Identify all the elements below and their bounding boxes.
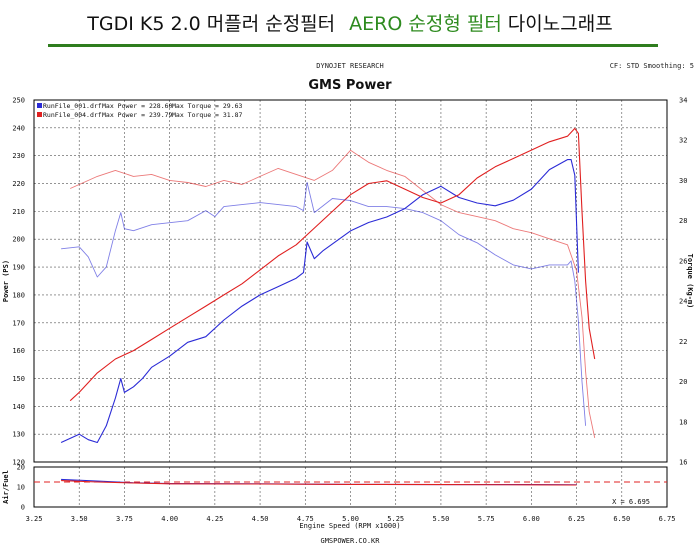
af-grid <box>78 467 623 507</box>
headline-suffix: 다이노그래프 <box>507 12 613 35</box>
page-headline: TGDI K5 2.0 머플러 순정필터 AERO 순정형 필터 다이노그래프 <box>0 0 700 44</box>
y-tick-label: 170 <box>12 319 25 327</box>
x-tick-label: 6.25 <box>568 515 585 523</box>
x-tick-label: 4.50 <box>252 515 269 523</box>
headline-underline <box>48 44 658 47</box>
y-tick-label: 130 <box>12 431 25 439</box>
x-ticks: 3.25 3.50 3.75 4.00 4.25 4.50 4.75 5.00 5.25 5.50… <box>26 515 676 523</box>
footer-label: GMSPOWER.CO.KR <box>320 537 380 545</box>
legend-swatch-2 <box>37 112 42 117</box>
x-tick-label: 4.25 <box>206 515 223 523</box>
x-tick-label: 3.50 <box>71 515 88 523</box>
main-plot-frame <box>33 99 668 463</box>
af-axis-label: Air/Fuel <box>2 470 10 504</box>
y2-tick-label: 18 <box>679 418 687 426</box>
y2-tick-label: 22 <box>679 338 687 346</box>
main-ticks: 120 130 140 150 160 170 180 190 200 210 220 230 240 2… <box>12 97 687 467</box>
legend-torque-2: Max Torque = 31.87 <box>172 111 243 119</box>
x-tick-label: 3.25 <box>26 515 43 523</box>
y-tick-label: 180 <box>12 291 25 299</box>
main-series <box>60 127 596 444</box>
af-plot-frame <box>33 466 668 508</box>
settings-label: CF: STD Smoothing: 5 <box>610 62 694 70</box>
x-tick-label: 6.75 <box>659 515 676 523</box>
y2-tick-label: 24 <box>679 298 687 306</box>
x-tick-label: 4.75 <box>297 515 314 523</box>
y2-tick-label: 26 <box>679 257 687 265</box>
y2-tick-label: 28 <box>679 217 687 225</box>
y-tick-label: 160 <box>12 347 25 355</box>
y2-tick-label: 20 <box>679 378 687 386</box>
y-tick-label: 250 <box>12 97 25 105</box>
x-tick-label: 6.50 <box>613 515 630 523</box>
x-tick-label: 3.75 <box>116 515 133 523</box>
y-tick-label: 140 <box>12 403 25 411</box>
chart-title: GMS Power <box>308 78 392 93</box>
x-tick-label: 5.00 <box>342 515 359 523</box>
legend: RunFile_001.drf Max Power = 228.60 Max T… <box>37 102 243 119</box>
x-tick-label: 5.75 <box>478 515 495 523</box>
vendor-label: DYNOJET RESEARCH <box>316 62 383 70</box>
y-axis-label: Power (PS) <box>2 260 10 302</box>
headline-aero: AERO 순정형 필터 <box>349 12 502 35</box>
y-tick-label: 210 <box>12 208 25 216</box>
y-tick-label: 150 <box>12 375 25 383</box>
y2-tick-label: 30 <box>679 177 687 185</box>
legend-file-2: RunFile_004.drf <box>43 111 102 119</box>
y2-tick-label: 16 <box>679 459 687 467</box>
af-line <box>61 480 577 486</box>
legend-power-1: Max Power = 228.60 <box>102 102 173 110</box>
main-grid <box>34 100 667 462</box>
x-tick-label: 5.25 <box>387 515 404 523</box>
y-tick-label: 240 <box>12 124 25 132</box>
af-tick-label: 0 <box>21 504 25 512</box>
af-tick-label: 20 <box>17 464 25 472</box>
power-line <box>60 159 579 444</box>
af-series <box>34 478 667 486</box>
x-tick-label: 5.50 <box>432 515 449 523</box>
af-tick-label: 10 <box>17 484 25 492</box>
y-tick-label: 220 <box>12 180 25 188</box>
y-tick-label: 190 <box>12 264 25 272</box>
y-tick-label: 120 <box>12 459 25 467</box>
cursor-readout: X = 6.695 <box>612 498 650 506</box>
legend-swatch-1 <box>37 103 42 108</box>
y2-tick-label: 34 <box>679 97 687 105</box>
y2-axis-label: Torque (Kg-m) <box>686 254 694 309</box>
headline-prefix: TGDI K5 2.0 머플러 순정필터 <box>87 12 336 35</box>
y-tick-label: 200 <box>12 236 25 244</box>
x-axis-label: Engine Speed (RPM x1000) <box>299 522 400 530</box>
y-tick-label: 230 <box>12 152 25 160</box>
af-ticks: 0 10 20 <box>17 464 25 512</box>
torque-line <box>61 182 587 426</box>
legend-file-1: RunFile_001.drf <box>43 102 102 110</box>
legend-torque-1: Max Torque = 29.63 <box>172 102 243 110</box>
x-tick-label: 4.00 <box>161 515 178 523</box>
x-tick-label: 6.00 <box>523 515 540 523</box>
legend-power-2: Max Power = 239.79 <box>102 111 173 119</box>
y2-tick-label: 32 <box>679 137 687 145</box>
power-line <box>69 127 596 402</box>
torque-line <box>70 149 596 438</box>
